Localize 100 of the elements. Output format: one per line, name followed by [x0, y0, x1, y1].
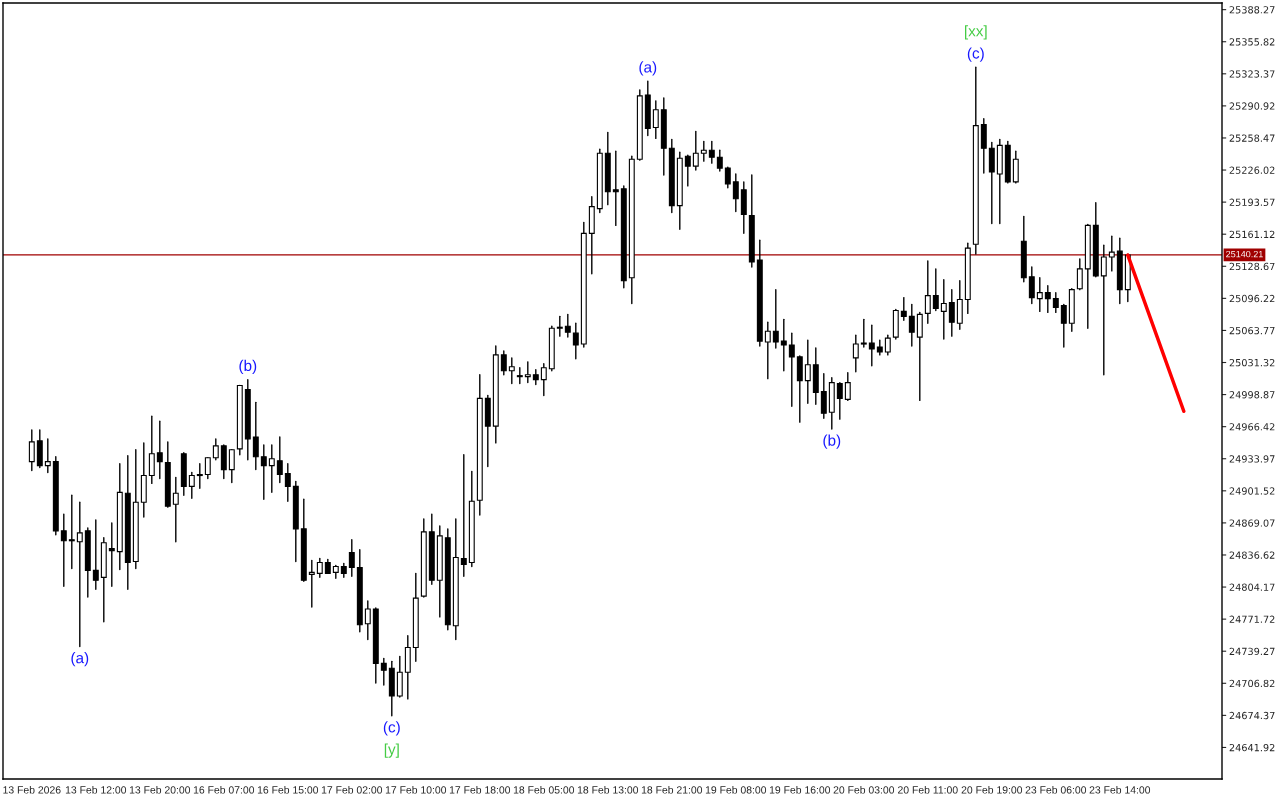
y-tick-label: 25388.27 [1229, 6, 1275, 14]
candlestick [28, 429, 35, 472]
candlestick [764, 321, 771, 380]
annotation: (a) [71, 652, 89, 667]
y-tick-label: 25323.37 [1229, 70, 1275, 78]
x-tick-label: 18 Feb 21:00 [641, 785, 703, 794]
candlestick [564, 313, 571, 338]
candlestick [900, 296, 907, 322]
y-tick-label: 24739.27 [1229, 647, 1275, 656]
y-tick-label: 24998.87 [1229, 391, 1275, 399]
x-tick-label: 20 Feb 03:00 [833, 785, 895, 794]
annotation: (a) [639, 61, 657, 76]
x-tick-label: 20 Feb 11:00 [898, 785, 958, 794]
candlestick [980, 117, 987, 174]
candlestick [508, 357, 515, 385]
x-tick-label: 13 Feb 20:00 [129, 785, 191, 794]
y-tick-label: 25290.92 [1229, 102, 1275, 110]
y-tick-label: 25063.77 [1229, 326, 1275, 335]
x-tick-label: 16 Feb 15:00 [257, 785, 319, 794]
candlestick [1076, 258, 1083, 291]
candlestick [1044, 285, 1051, 314]
candlestick [1060, 303, 1067, 348]
candlestick [156, 420, 163, 480]
candlestick [1100, 244, 1107, 376]
annotation: (c) [967, 47, 984, 62]
candlestick [852, 334, 859, 373]
candlestick [260, 444, 267, 500]
x-tick-label: 13 Feb 2026 [3, 785, 61, 794]
x-tick-label: 23 Feb 14:00 [1089, 785, 1151, 794]
y-tick-label: 24869.07 [1229, 519, 1275, 527]
candlestick [844, 372, 851, 402]
x-tick-label: 20 Feb 19:00 [961, 785, 1023, 794]
annotation: (c) [383, 721, 400, 736]
candlestick [780, 318, 787, 372]
x-tick-label: 19 Feb 08:00 [705, 785, 767, 794]
candlestick [188, 471, 195, 499]
x-tick-label: 16 Feb 07:00 [193, 785, 255, 794]
candlestick [252, 401, 259, 471]
candlestick [884, 334, 891, 356]
candlestick [364, 600, 371, 641]
annotation: (b) [823, 434, 841, 449]
candlestick [172, 476, 179, 543]
candlestick [92, 519, 99, 590]
candlestick [940, 279, 947, 340]
candlestick [1036, 277, 1043, 313]
candlestick [652, 100, 659, 140]
candlestick [868, 324, 875, 367]
candlestick [148, 415, 155, 485]
candlestick [612, 150, 619, 227]
annotation: (b) [239, 359, 257, 375]
y-tick-label: 24771.72 [1229, 615, 1275, 623]
x-tick-label: 17 Feb 18:00 [449, 785, 511, 794]
y-tick-label: 24641.92 [1229, 743, 1275, 752]
candlestick [268, 444, 275, 494]
candlestick [396, 655, 403, 698]
candlestick [916, 311, 923, 402]
candlestick [212, 438, 219, 461]
candlestick [108, 522, 115, 587]
candlestick [836, 381, 843, 420]
candlestick [772, 288, 779, 349]
candlestick [276, 436, 283, 484]
y-tick-label: 24706.82 [1229, 679, 1275, 688]
y-tick-label: 25193.57 [1229, 198, 1275, 206]
y-tick-label: 25258.47 [1229, 134, 1275, 142]
y-tick-label: 24674.37 [1229, 711, 1275, 720]
annotation: [xx] [965, 25, 987, 40]
candlestick [956, 280, 963, 330]
y-tick-label: 24836.62 [1229, 551, 1275, 559]
y-tick-label: 25031.32 [1229, 358, 1275, 367]
candlestick [316, 557, 323, 579]
y-tick-label: 25161.12 [1229, 230, 1275, 239]
y-tick-label: 24901.52 [1229, 487, 1275, 495]
x-tick-label: 23 Feb 06:00 [1025, 785, 1087, 794]
candlestick [380, 657, 387, 686]
candlestick [732, 173, 739, 213]
x-tick-label: 18 Feb 05:00 [513, 785, 575, 794]
candlestick [220, 444, 227, 480]
candlestick [948, 288, 955, 337]
candlestick [1028, 266, 1035, 305]
candlestick [1108, 235, 1115, 272]
y-tick-label: 24966.42 [1229, 423, 1275, 431]
ref-line-label: 25140.21 [1226, 250, 1263, 258]
candlestick [988, 141, 995, 225]
candlestick [860, 318, 867, 348]
x-tick-label: 17 Feb 10:00 [385, 785, 447, 794]
candlestick [68, 494, 75, 570]
candlestick [700, 140, 707, 162]
x-tick-label: 13 Feb 12:00 [65, 785, 127, 794]
candlestick [716, 149, 723, 172]
y-tick-label: 25096.22 [1229, 294, 1275, 303]
candlestick [348, 539, 355, 578]
candlestick [460, 454, 467, 578]
candlestick [932, 268, 939, 312]
y-tick-label: 25355.82 [1229, 38, 1275, 46]
candlestick [1052, 291, 1059, 314]
candlestick [820, 373, 827, 419]
candlestick [204, 457, 211, 480]
candlestick [556, 315, 563, 337]
candlestick [692, 130, 699, 171]
candlestick [524, 361, 531, 384]
